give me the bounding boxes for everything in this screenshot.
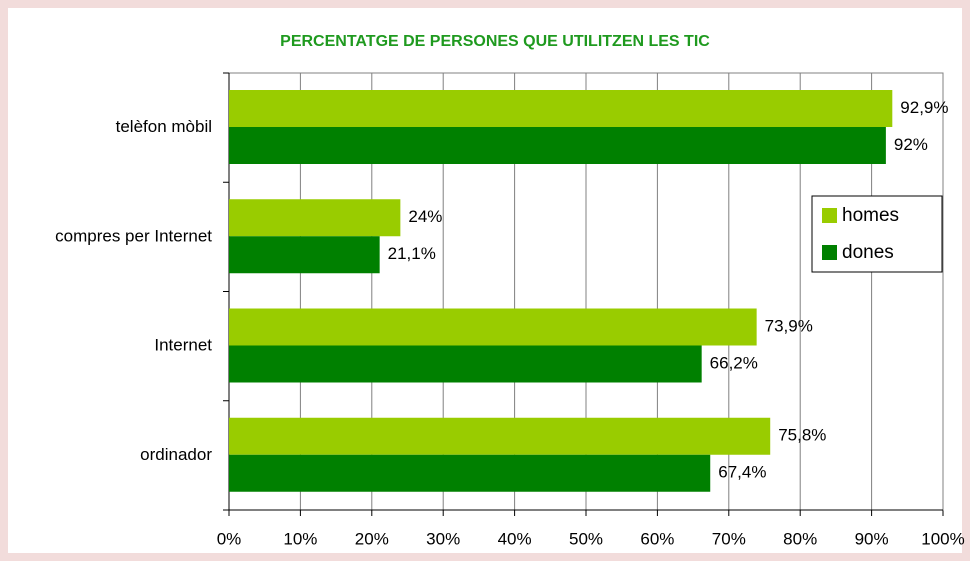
x-tick-label: 10% (283, 529, 317, 548)
bar (229, 454, 711, 492)
bar (229, 345, 702, 383)
x-tick-label: 20% (355, 529, 389, 548)
value-label: 21,1% (388, 244, 436, 263)
chart-title: PERCENTATGE DE PERSONES QUE UTILITZEN LE… (280, 33, 710, 50)
x-tick-label: 40% (498, 529, 532, 548)
bar (229, 127, 886, 164)
value-label: 67,4% (718, 463, 766, 482)
x-tick-label: 50% (569, 529, 603, 548)
legend-swatch (822, 245, 837, 260)
bar (229, 236, 380, 274)
x-tick-label: 90% (855, 529, 889, 548)
legend-label: dones (842, 242, 894, 263)
legend-swatch (822, 208, 837, 223)
y-tick-label: Internet (154, 336, 212, 355)
x-tick-label: 100% (921, 529, 964, 548)
value-label: 92,9% (900, 98, 948, 117)
x-tick-label: 80% (783, 529, 817, 548)
x-tick-label: 70% (712, 529, 746, 548)
y-tick-label: compres per Internet (55, 226, 212, 245)
value-label: 92% (894, 135, 928, 154)
x-tick-label: 0% (217, 529, 242, 548)
bar (229, 199, 401, 237)
value-label: 66,2% (710, 353, 758, 372)
y-tick-label: telèfon mòbil (116, 117, 212, 136)
bar (229, 308, 757, 346)
x-tick-label: 60% (640, 529, 674, 548)
x-tick-label: 30% (426, 529, 460, 548)
bar (229, 90, 893, 127)
y-tick-label: ordinador (140, 445, 212, 464)
value-label: 73,9% (765, 316, 813, 335)
value-label: 75,8% (778, 426, 826, 445)
value-label: 24% (408, 207, 442, 226)
legend-label: homes (842, 205, 899, 226)
bar (229, 417, 771, 455)
